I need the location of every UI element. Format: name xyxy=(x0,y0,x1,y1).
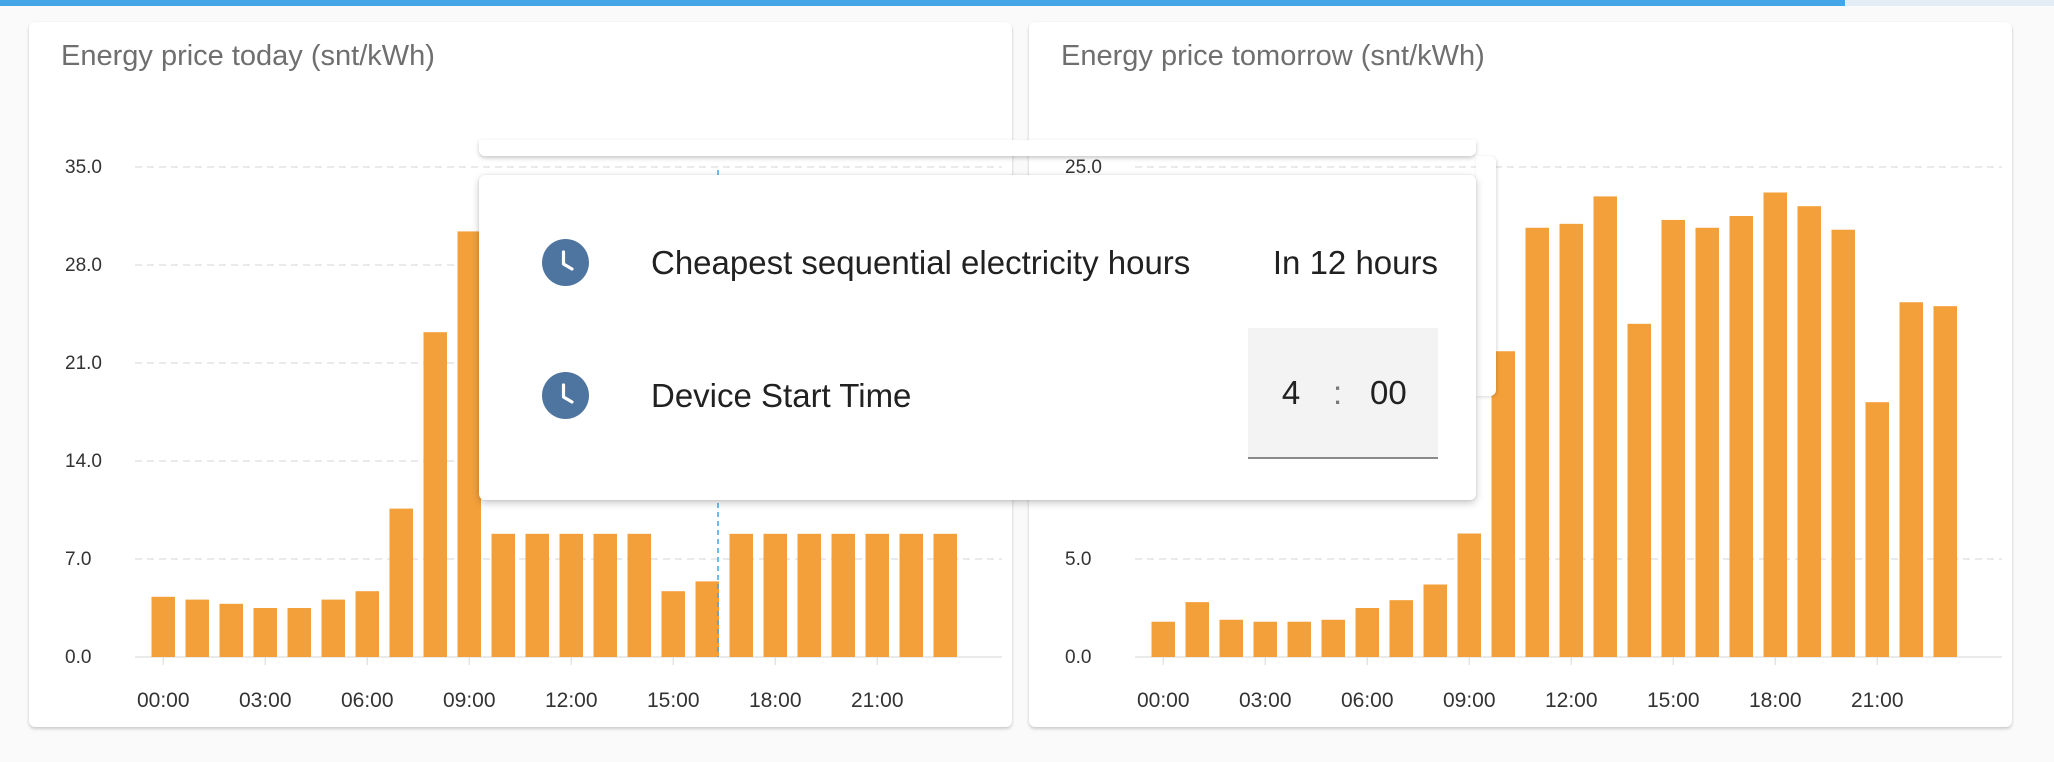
entity-label: Device Start Time xyxy=(651,377,912,414)
price-bar[interactable] xyxy=(1797,206,1822,657)
price-bar[interactable] xyxy=(253,608,278,657)
x-tick-label: 18:00 xyxy=(1749,689,1802,712)
x-tick-label: 03:00 xyxy=(1239,689,1292,712)
price-bar[interactable] xyxy=(1423,584,1448,657)
y-tick-label: 35.0 xyxy=(65,157,102,178)
price-bar[interactable] xyxy=(321,599,346,657)
y-tick-label: 25.0 xyxy=(1065,157,1102,178)
y-tick-label: 14.0 xyxy=(65,451,102,472)
loading-bar-track xyxy=(0,0,2054,6)
price-bar[interactable] xyxy=(1763,192,1788,658)
x-tick-label: 00:00 xyxy=(1137,689,1190,712)
price-bar[interactable] xyxy=(457,231,482,657)
card-title: Energy price tomorrow (snt/kWh) xyxy=(1061,40,1485,72)
y-tick-label: 21.0 xyxy=(65,353,102,374)
x-tick-label: 00:00 xyxy=(137,689,190,712)
price-bar[interactable] xyxy=(1933,306,1958,657)
loading-bar-fill xyxy=(0,0,1845,6)
y-tick-label: 28.0 xyxy=(65,255,102,276)
x-tick-label: 09:00 xyxy=(1443,689,1496,712)
x-tick-label: 12:00 xyxy=(1545,689,1598,712)
price-bar[interactable] xyxy=(1593,196,1618,657)
x-tick-label: 18:00 xyxy=(749,689,802,712)
price-bar[interactable] xyxy=(695,581,720,657)
price-bar[interactable] xyxy=(355,591,380,657)
price-bar[interactable] xyxy=(593,533,618,657)
y-tick-label: 7.0 xyxy=(65,549,91,570)
card-title: Energy price today (snt/kWh) xyxy=(61,40,435,72)
x-tick-label: 06:00 xyxy=(341,689,394,712)
price-bar[interactable] xyxy=(1729,216,1754,657)
price-bar[interactable] xyxy=(1287,621,1312,657)
x-tick-label: 06:00 xyxy=(1341,689,1394,712)
price-bar[interactable] xyxy=(491,533,516,657)
price-bar[interactable] xyxy=(1457,533,1482,657)
entity-label: Cheapest sequential electricity hours xyxy=(651,244,1191,281)
y-tick-label: 0.0 xyxy=(1065,647,1091,668)
clock-icon xyxy=(542,239,589,286)
price-bar[interactable] xyxy=(933,533,958,657)
y-tick-label: 0.0 xyxy=(65,647,91,668)
hour-field[interactable]: 4 xyxy=(1281,374,1301,411)
x-tick-label: 09:00 xyxy=(443,689,496,712)
price-bar[interactable] xyxy=(1695,227,1720,657)
entity-row-device-start-time: Device Start Time xyxy=(479,355,1476,435)
x-tick-label: 03:00 xyxy=(239,689,292,712)
minute-field[interactable]: 00 xyxy=(1370,374,1407,411)
price-bar[interactable] xyxy=(1831,229,1856,657)
x-tick-label: 21:00 xyxy=(1851,689,1904,712)
price-bar[interactable] xyxy=(627,533,652,657)
price-bar[interactable] xyxy=(1865,402,1890,657)
price-bar[interactable] xyxy=(525,533,550,657)
price-bar[interactable] xyxy=(1355,608,1380,657)
price-bar[interactable] xyxy=(797,533,822,657)
x-tick-label: 15:00 xyxy=(647,689,700,712)
price-bar[interactable] xyxy=(763,533,788,657)
x-tick-label: 21:00 xyxy=(851,689,904,712)
price-bar[interactable] xyxy=(185,599,210,657)
price-bar[interactable] xyxy=(1525,227,1550,657)
price-bar[interactable] xyxy=(661,591,686,657)
entities-popup-card: Cheapest sequential electricity hours In… xyxy=(479,175,1476,500)
entity-row-cheapest-hours[interactable]: Cheapest sequential electricity hours In… xyxy=(479,222,1476,302)
price-bar[interactable] xyxy=(151,596,176,657)
popup-back-card xyxy=(479,140,1476,156)
y-tick-label: 5.0 xyxy=(1065,549,1091,570)
price-bar[interactable] xyxy=(831,533,856,657)
price-bar[interactable] xyxy=(865,533,890,657)
time-input[interactable]: 4 : 00 xyxy=(1248,328,1438,459)
price-bar[interactable] xyxy=(1661,219,1686,658)
price-bar[interactable] xyxy=(1491,351,1516,657)
price-bar[interactable] xyxy=(1389,600,1414,657)
price-bar[interactable] xyxy=(899,533,924,657)
price-bar[interactable] xyxy=(1559,223,1584,657)
price-bar[interactable] xyxy=(729,533,754,657)
chart-energy-price-tomorrow: 0.0 5.0 25.0 00:00 03:00 06:00 09:00 12:00 15:00… xyxy=(1065,157,2002,712)
price-bar[interactable] xyxy=(1185,602,1210,657)
price-bar[interactable] xyxy=(1219,619,1244,657)
price-bar[interactable] xyxy=(287,608,312,657)
price-bar[interactable] xyxy=(389,508,414,657)
price-bar[interactable] xyxy=(1151,621,1176,657)
price-bar[interactable] xyxy=(1253,621,1278,657)
price-bar[interactable] xyxy=(1321,619,1346,657)
time-separator: : xyxy=(1333,374,1343,411)
price-bar[interactable] xyxy=(559,533,584,657)
entity-value: In 12 hours xyxy=(1272,244,1438,281)
x-tick-label: 12:00 xyxy=(545,689,598,712)
price-bar[interactable] xyxy=(1899,302,1924,657)
price-bar[interactable] xyxy=(423,332,448,657)
popup-back-card-edge xyxy=(1476,156,1496,396)
clock-icon xyxy=(542,372,589,419)
price-bar[interactable] xyxy=(219,603,244,657)
price-bar[interactable] xyxy=(1627,323,1652,657)
x-tick-label: 15:00 xyxy=(1647,689,1700,712)
